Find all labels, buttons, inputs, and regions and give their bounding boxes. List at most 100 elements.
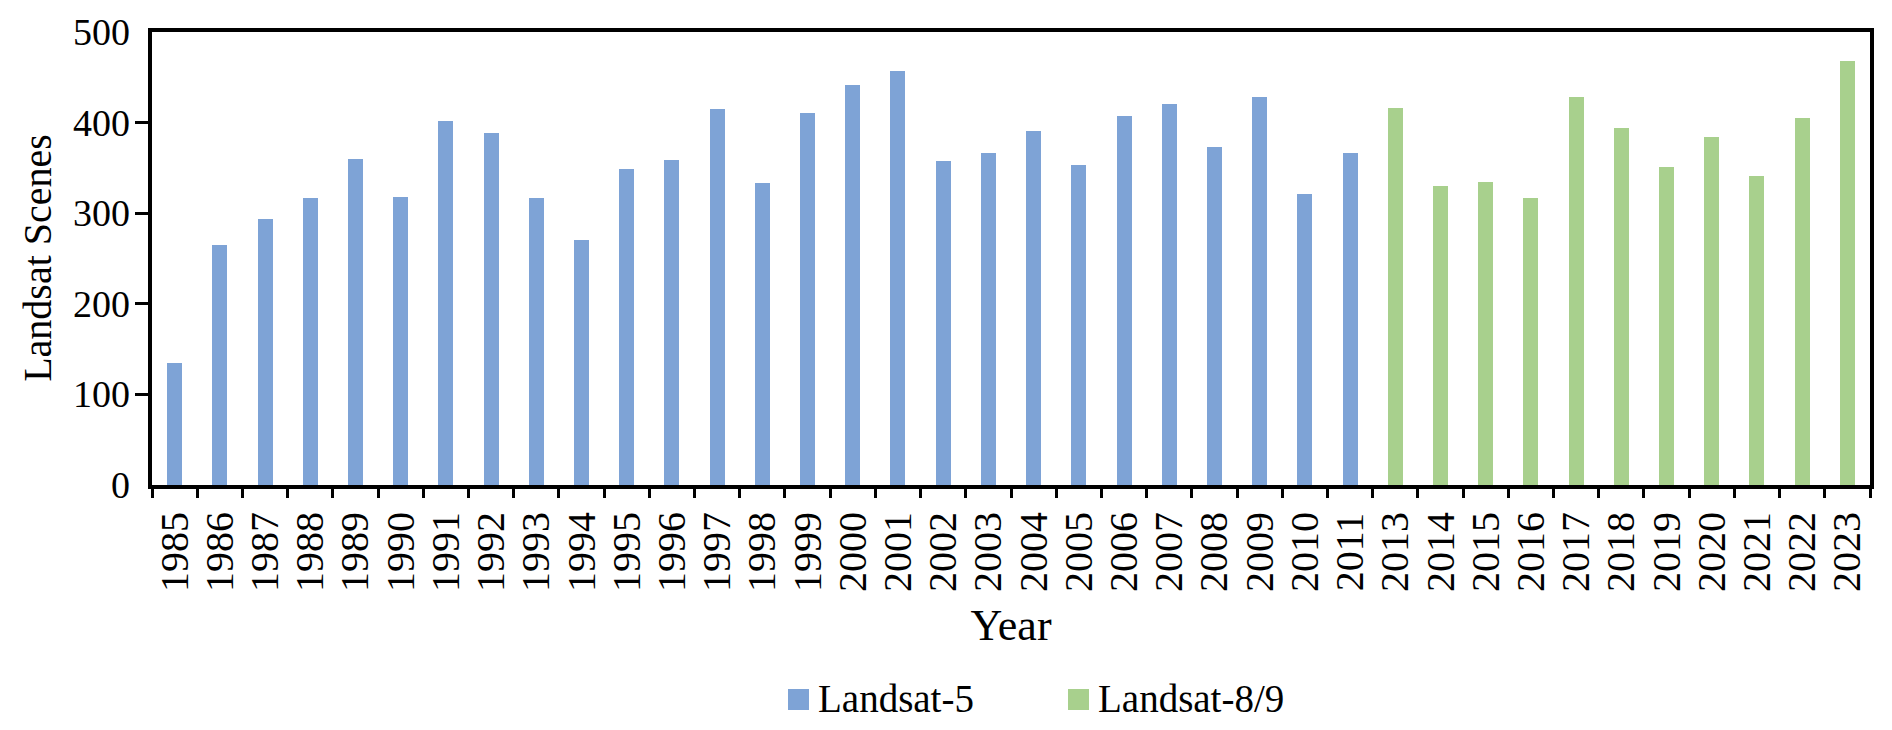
x-axis-tick [1823, 485, 1826, 498]
bar-2009 [1252, 97, 1267, 485]
x-tick-label: 1999 [788, 510, 828, 594]
x-axis-tick [1145, 485, 1148, 498]
bar-2013 [1388, 108, 1403, 485]
x-tick-label: 2021 [1737, 510, 1777, 594]
x-axis-tick [603, 485, 606, 498]
x-axis-tick [331, 485, 334, 498]
legend-swatch-icon [788, 689, 809, 710]
x-axis-tick [919, 485, 922, 498]
y-axis-tick [135, 212, 148, 215]
bar-2001 [890, 71, 905, 485]
bar-2014 [1433, 186, 1448, 485]
x-tick-label: 2008 [1194, 510, 1234, 594]
bar-2021 [1749, 176, 1764, 485]
bar-1994 [574, 240, 589, 485]
bar-2016 [1523, 198, 1538, 485]
x-tick-label: 2003 [968, 510, 1008, 594]
x-axis-tick [1100, 485, 1103, 498]
x-axis-tick [1552, 485, 1555, 498]
x-axis-tick [648, 485, 651, 498]
x-axis-tick [512, 485, 515, 498]
bar-2000 [845, 85, 860, 485]
x-axis-tick [1869, 485, 1872, 498]
x-axis-tick [1733, 485, 1736, 498]
legend-item-landsat-8-9: Landsat-8/9 [1068, 678, 1284, 720]
x-tick-label: 2000 [833, 510, 873, 594]
x-axis-tick [196, 485, 199, 498]
x-tick-label: 2010 [1285, 510, 1325, 594]
x-tick-label: 2006 [1104, 510, 1144, 594]
x-axis-tick [557, 485, 560, 498]
y-axis-tick [135, 393, 148, 396]
y-axis-tick [135, 121, 148, 124]
x-tick-label: 2014 [1421, 510, 1461, 594]
bar-1990 [393, 197, 408, 485]
x-tick-label: 1993 [516, 510, 556, 594]
x-tick-label: 1992 [471, 510, 511, 594]
bar-1985 [167, 363, 182, 485]
x-axis-tick [1642, 485, 1645, 498]
x-tick-label: 1988 [290, 510, 330, 594]
bar-1991 [438, 121, 453, 485]
x-axis-tick [377, 485, 380, 498]
x-tick-label: 2005 [1059, 510, 1099, 594]
x-tick-label: 1986 [200, 510, 240, 594]
bar-1988 [303, 198, 318, 485]
bar-2005 [1071, 165, 1086, 485]
legend-swatch-icon [1068, 689, 1089, 710]
legend-label: Landsat-8/9 [1098, 678, 1284, 720]
bar-1995 [619, 169, 634, 485]
y-tick-label: 0 [0, 466, 130, 504]
bar-1997 [710, 109, 725, 485]
x-axis-tick [1688, 485, 1691, 498]
y-axis-tick [135, 302, 148, 305]
legend-label: Landsat-5 [818, 678, 974, 720]
bar-1987 [258, 219, 273, 485]
x-axis-tick [1055, 485, 1058, 498]
bar-2007 [1162, 104, 1177, 485]
x-axis-tick [241, 485, 244, 498]
bar-2017 [1569, 97, 1584, 485]
y-tick-label: 200 [0, 285, 130, 323]
x-tick-label: 1985 [155, 510, 195, 594]
x-axis-tick [1326, 485, 1329, 498]
x-axis-tick [1778, 485, 1781, 498]
y-tick-label: 500 [0, 13, 130, 51]
x-axis-tick [693, 485, 696, 498]
x-tick-label: 2011 [1330, 510, 1370, 594]
x-tick-label: 2023 [1827, 510, 1867, 594]
x-tick-label: 2020 [1692, 510, 1732, 594]
bar-1999 [800, 113, 815, 485]
x-axis-tick [783, 485, 786, 498]
x-tick-label: 2017 [1556, 510, 1596, 594]
x-tick-label: 2018 [1601, 510, 1641, 594]
x-axis-title: Year [811, 604, 1211, 648]
x-axis-tick [422, 485, 425, 498]
bar-2003 [981, 153, 996, 485]
bar-2015 [1478, 182, 1493, 485]
x-tick-label: 1997 [697, 510, 737, 594]
x-tick-label: 2016 [1511, 510, 1551, 594]
x-axis-tick [829, 485, 832, 498]
x-tick-label: 2022 [1782, 510, 1822, 594]
x-tick-label: 2015 [1466, 510, 1506, 594]
x-axis-tick [874, 485, 877, 498]
x-tick-label: 2013 [1375, 510, 1415, 594]
x-axis-tick [1462, 485, 1465, 498]
x-tick-label: 1990 [381, 510, 421, 594]
y-tick-label: 300 [0, 194, 130, 232]
bar-1992 [484, 133, 499, 485]
bar-2008 [1207, 147, 1222, 485]
x-axis-tick [1597, 485, 1600, 498]
bar-2022 [1795, 118, 1810, 485]
x-axis-tick [964, 485, 967, 498]
x-tick-label: 1995 [607, 510, 647, 594]
x-tick-label: 2004 [1014, 510, 1054, 594]
landsat-scenes-chart: Landsat Scenes Year Landsat-5Landsat-8/9… [0, 0, 1892, 730]
bar-2004 [1026, 131, 1041, 485]
bar-2019 [1659, 167, 1674, 485]
x-axis-tick [1236, 485, 1239, 498]
x-tick-label: 1987 [245, 510, 285, 594]
legend-item-landsat-5: Landsat-5 [788, 678, 974, 720]
x-axis-tick [286, 485, 289, 498]
